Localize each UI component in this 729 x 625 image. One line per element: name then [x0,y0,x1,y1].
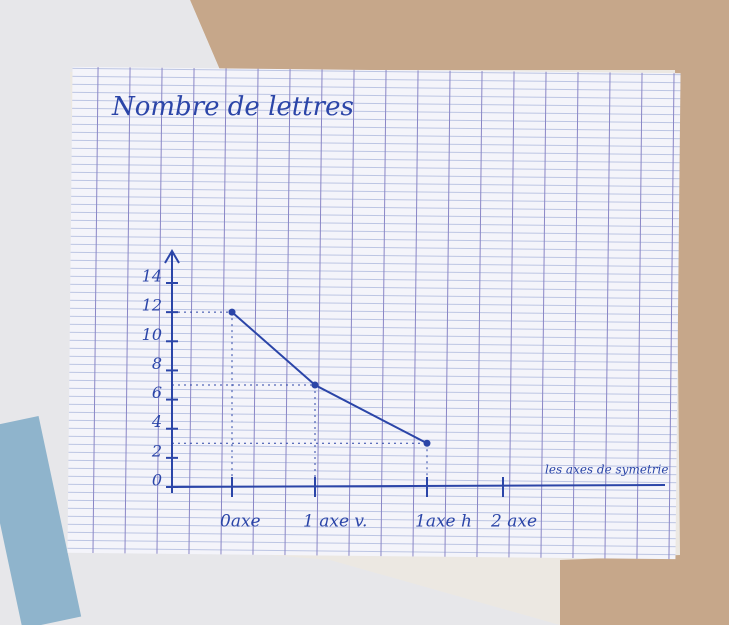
y-tick-label: 2 [151,441,162,460]
y-tick-label: 6 [152,383,162,402]
y-axis-arrow [164,249,180,264]
y-tick-label: 4 [151,412,162,431]
y-tick-label: 8 [152,354,162,373]
x-tick-label: 0axe [220,512,261,532]
graph-paper [67,66,681,560]
y-tick-label: 14 [142,267,162,286]
data-point [311,381,319,389]
data-point [228,308,236,316]
table [190,0,729,625]
y-tick-label: 12 [142,296,162,315]
x-axis-label: les axes de symetrie [545,463,668,477]
chart-title: Nombre de lettres [111,92,354,122]
x-tick-label: 1 axe v. [303,512,367,532]
y-tick-label: 0 [152,471,162,490]
y-tick-label: 10 [142,325,162,344]
data-point [423,439,431,447]
x-tick-label: 1axe h [415,512,472,532]
x-axis [166,484,666,488]
ruler [0,415,82,625]
x-tick-label: 2 axe [490,512,537,532]
